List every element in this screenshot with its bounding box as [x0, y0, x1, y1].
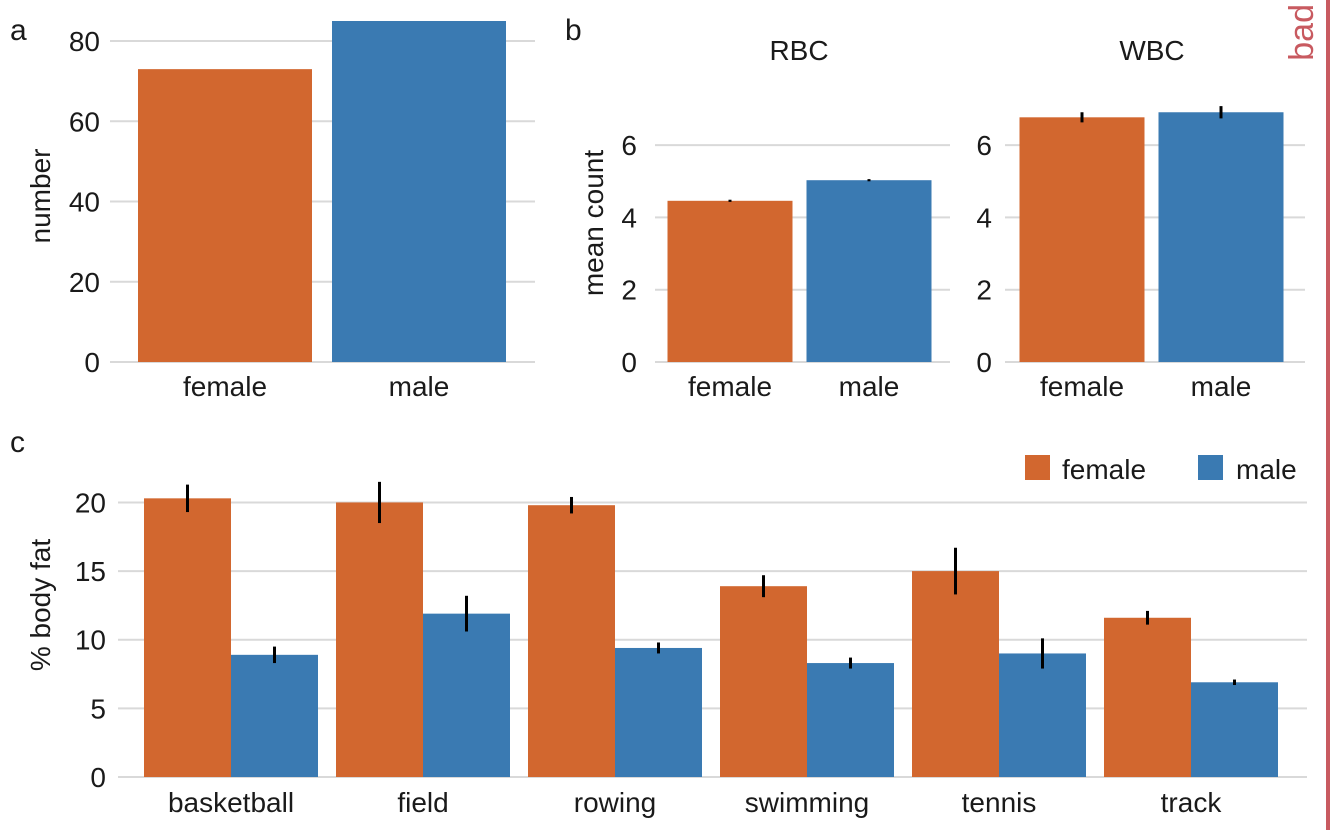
y-tick-c-1: 5: [90, 693, 106, 724]
bar-a-female: [138, 69, 312, 362]
y-tick-b1-3: 6: [976, 130, 992, 161]
panel-label-a: a: [10, 14, 27, 47]
y-tick-a-1: 20: [69, 267, 100, 298]
y-axis-label-b: mean count: [578, 150, 609, 297]
x-tick-a-male: male: [389, 371, 450, 402]
x-tick-a-female: female: [183, 371, 267, 402]
bad-stamp-bar: [1326, 0, 1330, 830]
bar-rbc-female: [667, 200, 793, 362]
x-tick-wbc-female: female: [1040, 371, 1124, 402]
bar-c-tennis-male: [999, 653, 1086, 777]
x-tick-c-swimming: swimming: [745, 787, 869, 818]
y-tick-a-3: 60: [69, 106, 100, 137]
y-tick-b0-2: 4: [621, 202, 637, 233]
y-tick-a-4: 80: [69, 26, 100, 57]
bar-a-male: [332, 21, 506, 362]
y-tick-c-0: 0: [90, 762, 106, 793]
bar-c-rowing-male: [615, 647, 702, 777]
facet-title-wbc: WBC: [1119, 35, 1184, 66]
bar-c-field-male: [423, 613, 510, 777]
x-tick-c-field: field: [397, 787, 448, 818]
y-axis-label-a: number: [25, 149, 56, 244]
legend-swatch-male: [1198, 455, 1223, 480]
x-tick-c-tennis: tennis: [962, 787, 1037, 818]
y-tick-c-2: 10: [75, 625, 106, 656]
bar-c-tennis-female: [912, 571, 999, 777]
y-tick-b0-3: 6: [621, 130, 637, 161]
x-tick-wbc-male: male: [1191, 371, 1252, 402]
y-tick-b1-0: 0: [976, 347, 992, 378]
y-tick-b0-1: 2: [621, 275, 637, 306]
panel-label-b: b: [565, 14, 582, 47]
legend-label-female: female: [1062, 454, 1146, 485]
bar-rbc-male: [806, 180, 932, 362]
bar-c-basketball-male: [231, 654, 318, 777]
x-tick-c-basketball: basketball: [168, 787, 294, 818]
bar-c-field-female: [336, 502, 423, 777]
bar-c-track-male: [1191, 682, 1278, 777]
bad-stamp-label: bad: [1283, 4, 1321, 61]
bar-c-rowing-female: [528, 505, 615, 777]
y-tick-a-2: 40: [69, 187, 100, 218]
bar-wbc-female: [1019, 117, 1145, 362]
x-tick-c-track: track: [1161, 787, 1223, 818]
legend-label-male: male: [1236, 454, 1297, 485]
bar-c-track-female: [1104, 617, 1191, 777]
y-tick-b0-0: 0: [621, 347, 637, 378]
y-tick-b1-1: 2: [976, 275, 992, 306]
x-tick-rbc-female: female: [688, 371, 772, 402]
y-tick-b1-2: 4: [976, 202, 992, 233]
bar-c-swimming-male: [807, 663, 894, 777]
y-tick-a-0: 0: [84, 347, 100, 378]
bar-wbc-male: [1158, 112, 1284, 362]
y-tick-c-4: 20: [75, 487, 106, 518]
bar-c-swimming-female: [720, 586, 807, 777]
legend-swatch-female: [1025, 455, 1050, 480]
x-tick-c-rowing: rowing: [574, 787, 656, 818]
bar-c-basketball-female: [144, 498, 231, 777]
y-axis-label-c: % body fat: [25, 539, 56, 672]
panel-label-c: c: [10, 426, 25, 459]
chart-marks: 0 20 40 60 80 female male 0 2 4 6 female male 0 2 4 6 fem…: [69, 21, 1307, 818]
facet-title-rbc: RBC: [769, 35, 828, 66]
y-tick-c-3: 15: [75, 556, 106, 587]
x-tick-rbc-male: male: [839, 371, 900, 402]
